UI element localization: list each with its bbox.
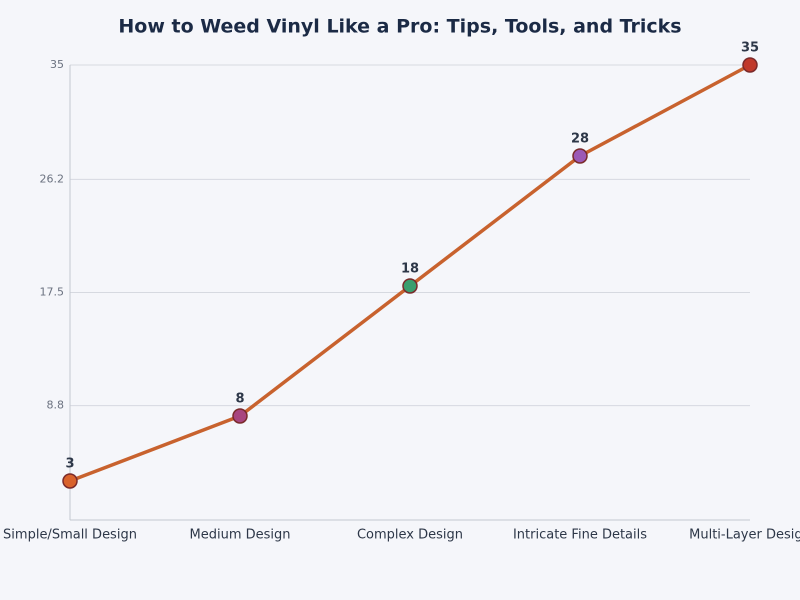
y-tick-label: 8.8 <box>47 399 65 412</box>
y-tick-label: 26.2 <box>40 172 65 185</box>
y-tick-label: 17.5 <box>40 286 65 299</box>
data-point <box>62 473 78 489</box>
data-point <box>232 408 248 424</box>
x-tick-label: Medium Design <box>190 528 291 543</box>
data-point <box>742 57 758 73</box>
x-tick-label: Intricate Fine Details <box>513 528 647 543</box>
y-tick-label: 35 <box>50 58 64 71</box>
x-tick-label: Complex Design <box>357 528 463 543</box>
x-tick-label: Simple/Small Design <box>3 528 137 543</box>
data-label: 3 <box>65 457 74 472</box>
data-label: 18 <box>401 262 419 277</box>
data-label: 35 <box>741 41 759 56</box>
data-label: 28 <box>571 132 589 147</box>
data-point <box>402 278 418 294</box>
chart-title: How to Weed Vinyl Like a Pro: Tips, Tool… <box>118 16 681 38</box>
data-label: 8 <box>235 392 244 407</box>
data-point <box>572 148 588 164</box>
x-tick-label: Multi-Layer Design <box>689 528 800 543</box>
